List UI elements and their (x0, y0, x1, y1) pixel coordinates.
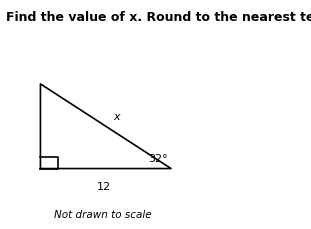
Text: 32°: 32° (148, 155, 167, 164)
Text: 12: 12 (97, 182, 111, 192)
Text: x: x (113, 112, 120, 122)
Text: Find the value of x. Round to the nearest tenth.: Find the value of x. Round to the neares… (6, 11, 311, 25)
Text: Not drawn to scale: Not drawn to scale (54, 210, 151, 220)
